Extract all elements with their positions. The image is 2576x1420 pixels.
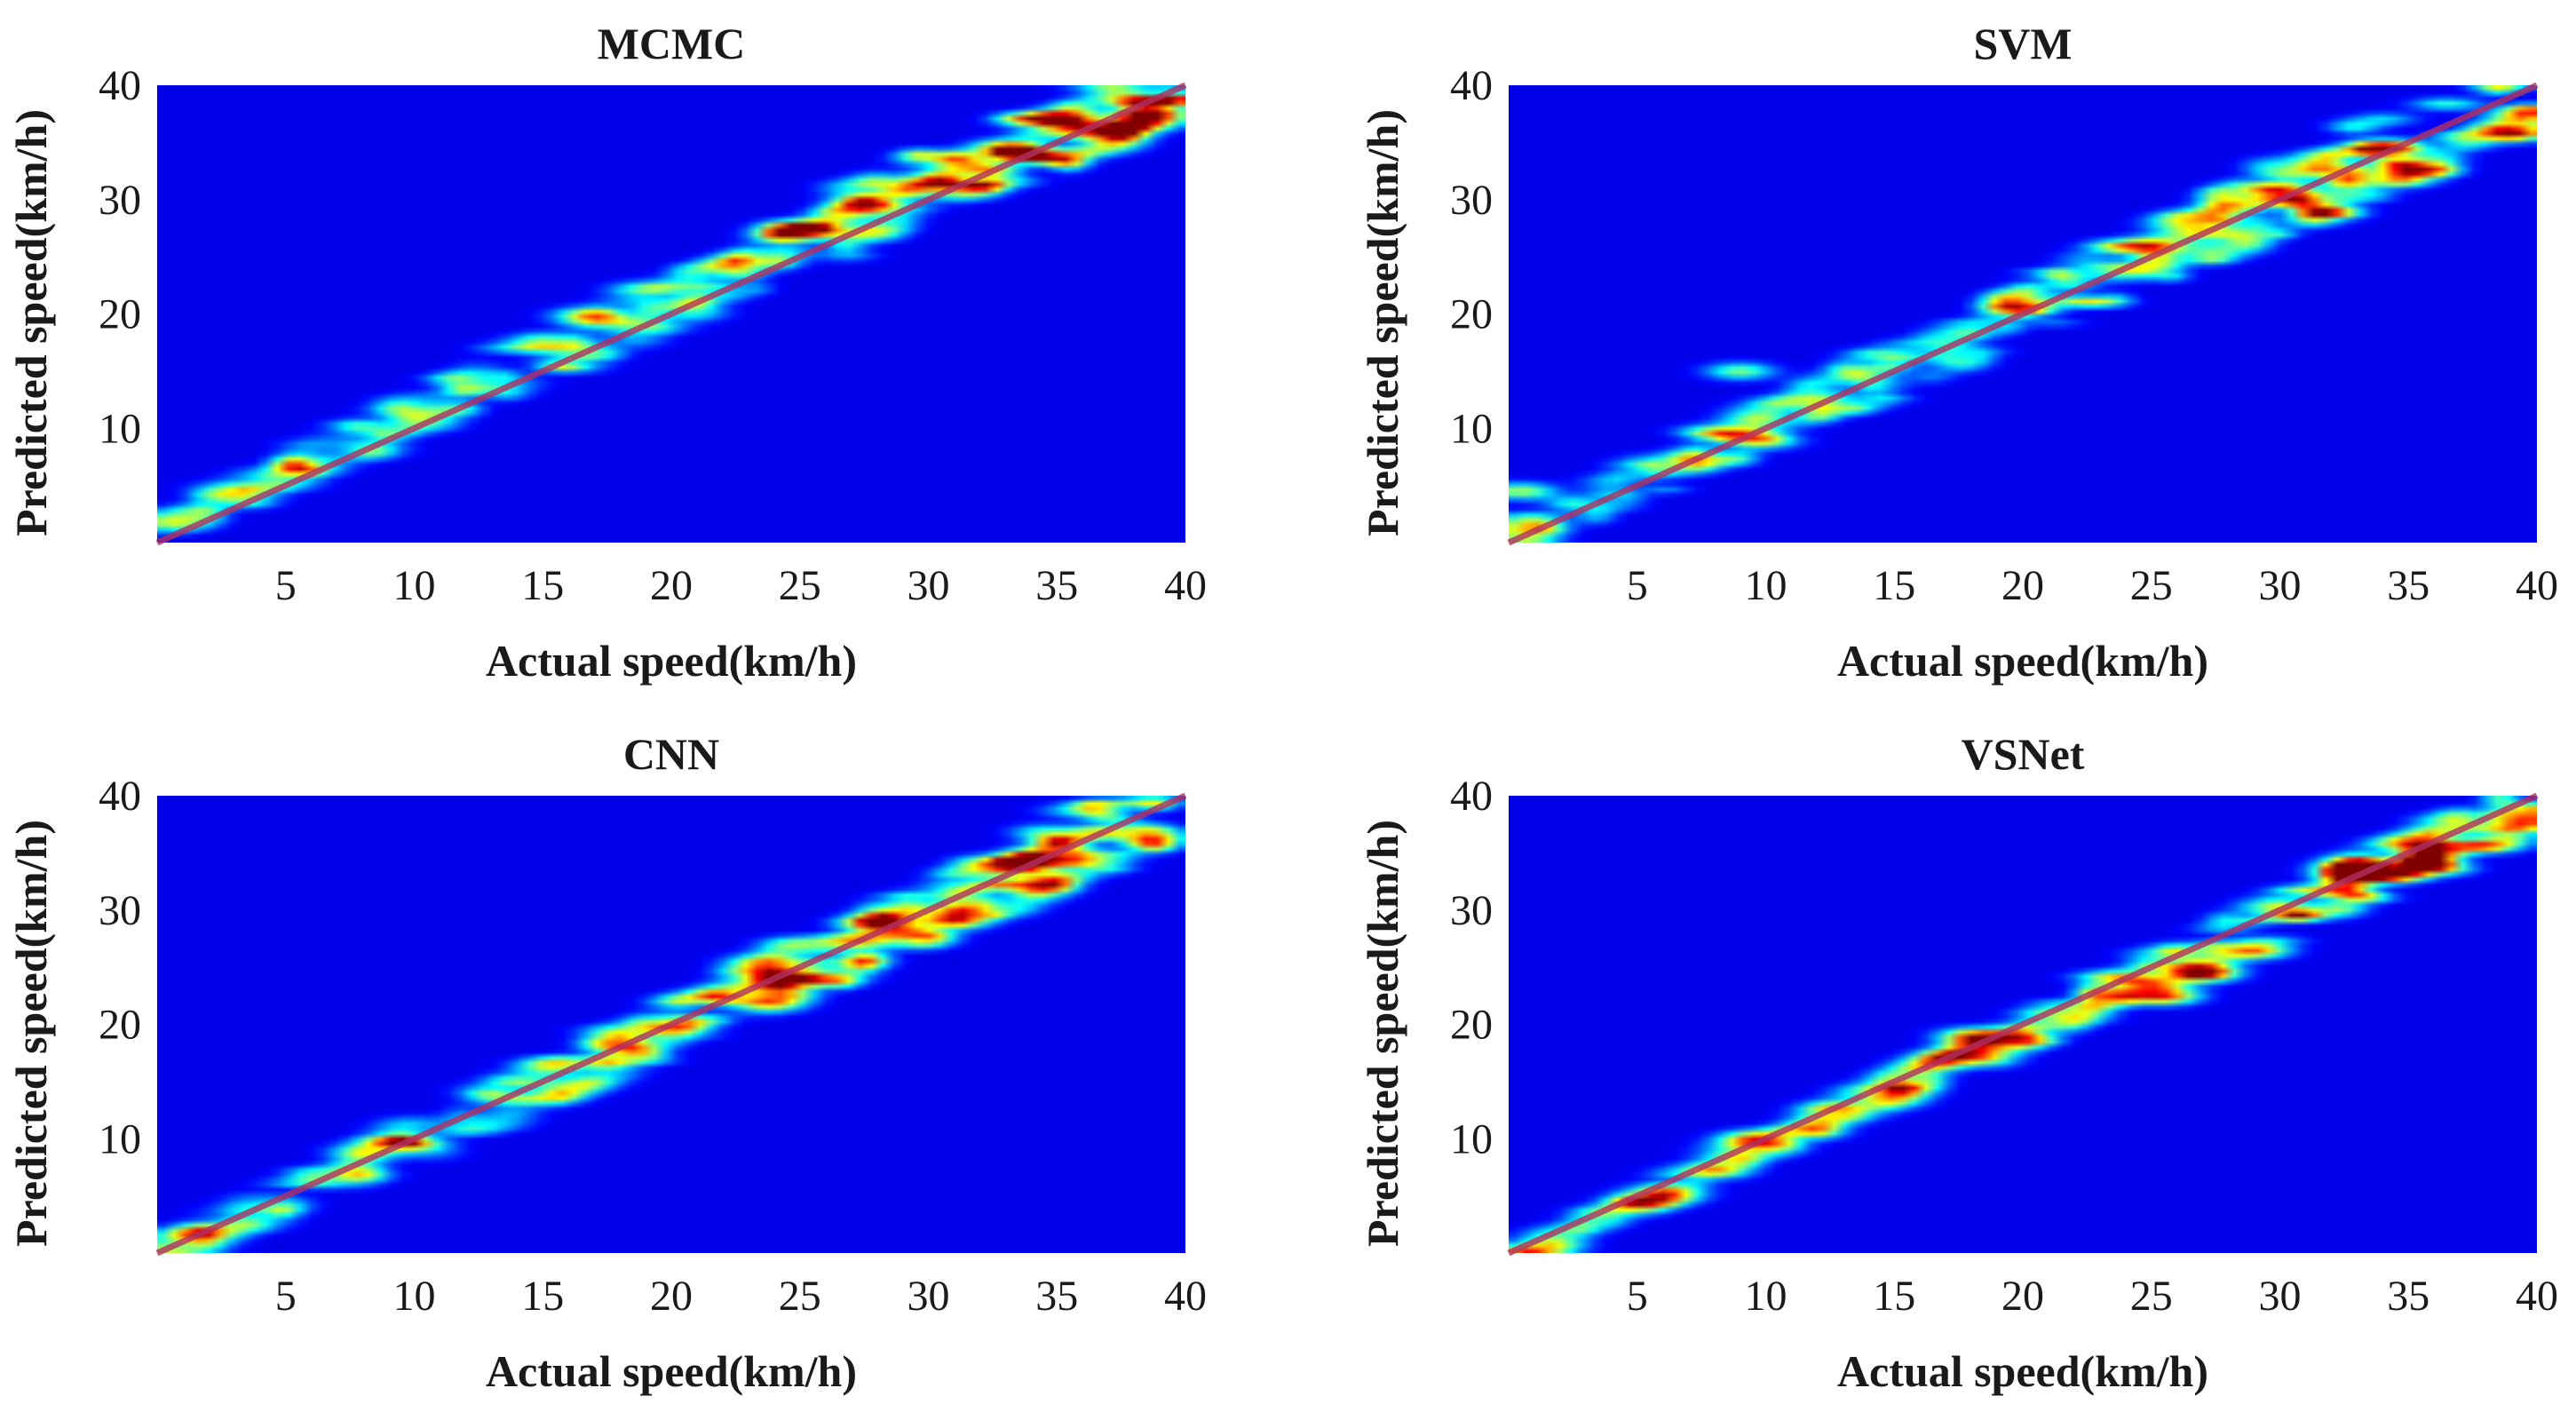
x-tick-label: 35 <box>1035 1273 1078 1320</box>
chart-panel-cnn: 5 10 15 20 25 30 35 40 10 20 30 40 CNN Actual speed(k… <box>6 729 1207 1396</box>
y-tick-label: 10 <box>1450 1115 1493 1162</box>
x-tick-label: 30 <box>908 1273 950 1320</box>
y-tick-label: 20 <box>1450 1002 1493 1049</box>
x-tick-label: 15 <box>521 1273 564 1320</box>
y-tick-label: 40 <box>99 773 141 820</box>
x-tick-label: 15 <box>1873 562 1915 609</box>
y-axis-label: Predicted speed(km/h) <box>1358 109 1407 536</box>
x-axis-label: Actual speed(km/h) <box>486 1346 857 1396</box>
x-tick-label: 15 <box>1873 1273 1915 1320</box>
x-tick-label: 35 <box>2387 1273 2429 1320</box>
x-tick-label: 40 <box>1164 1273 1207 1320</box>
y-tick-label: 40 <box>1450 62 1493 109</box>
chart-panel-svm: 5 10 15 20 25 30 35 40 10 20 30 40 SVM Actual speed(k… <box>1358 19 2558 686</box>
y-tick-label: 30 <box>99 887 141 934</box>
x-tick-label: 25 <box>2130 562 2173 609</box>
x-tick-label: 10 <box>393 562 436 609</box>
x-tick-label: 35 <box>1035 562 1078 609</box>
chart-panel-vsnet: 5 10 15 20 25 30 35 40 10 20 30 40 VSNet Actual speed… <box>1358 729 2558 1396</box>
reference-line <box>155 792 1187 1257</box>
y-tick-label: 40 <box>99 62 141 109</box>
chart-title: VSNet <box>1962 729 2085 779</box>
x-tick-label: 15 <box>521 562 564 609</box>
x-axis-label: Actual speed(km/h) <box>1837 1346 2208 1396</box>
x-tick-label: 5 <box>1627 562 1648 609</box>
x-tick-label: 25 <box>2130 1273 2173 1320</box>
x-tick-label: 10 <box>1745 562 1787 609</box>
y-tick-label: 10 <box>1450 405 1493 452</box>
x-tick-label: 40 <box>2516 1273 2558 1320</box>
x-tick-label: 30 <box>908 562 950 609</box>
y-tick-label: 30 <box>1450 177 1493 224</box>
x-tick-label: 20 <box>2001 562 2044 609</box>
x-tick-label: 25 <box>779 562 821 609</box>
x-tick-label: 10 <box>1745 1273 1787 1320</box>
reference-line <box>1507 82 2539 546</box>
y-axis-label: Predicted speed(km/h) <box>6 109 56 536</box>
y-tick-label: 20 <box>1450 291 1493 338</box>
x-tick-label: 20 <box>650 562 693 609</box>
chart-panel-mcmc: 5 10 15 20 25 30 35 40 10 20 30 40 MCMC Actual speed(… <box>6 19 1207 686</box>
y-tick-label: 20 <box>99 1002 141 1049</box>
x-tick-label: 10 <box>393 1273 436 1320</box>
reference-line <box>155 82 1187 546</box>
y-axis-label: Predicted speed(km/h) <box>6 820 56 1247</box>
x-axis-label: Actual speed(km/h) <box>486 636 857 686</box>
y-tick-label: 10 <box>99 405 141 452</box>
x-tick-label: 30 <box>2259 1273 2302 1320</box>
chart-title: CNN <box>623 729 719 779</box>
x-tick-label: 30 <box>2259 562 2302 609</box>
x-tick-label: 5 <box>275 1273 297 1320</box>
x-tick-label: 20 <box>650 1273 693 1320</box>
y-tick-label: 20 <box>99 291 141 338</box>
y-tick-label: 40 <box>1450 773 1493 820</box>
chart-title: MCMC <box>598 19 746 68</box>
x-tick-label: 40 <box>2516 562 2558 609</box>
y-axis-label: Predicted speed(km/h) <box>1358 820 1407 1247</box>
y-tick-label: 30 <box>1450 887 1493 934</box>
reference-line <box>1507 792 2539 1257</box>
x-axis-label: Actual speed(km/h) <box>1837 636 2208 686</box>
x-tick-label: 5 <box>275 562 297 609</box>
x-tick-label: 5 <box>1627 1273 1648 1320</box>
chart-title: SVM <box>1973 19 2072 68</box>
y-tick-label: 30 <box>99 177 141 224</box>
y-tick-label: 10 <box>99 1115 141 1162</box>
x-tick-label: 35 <box>2387 562 2429 609</box>
x-tick-label: 20 <box>2001 1273 2044 1320</box>
x-tick-label: 25 <box>779 1273 821 1320</box>
x-tick-label: 40 <box>1164 562 1207 609</box>
